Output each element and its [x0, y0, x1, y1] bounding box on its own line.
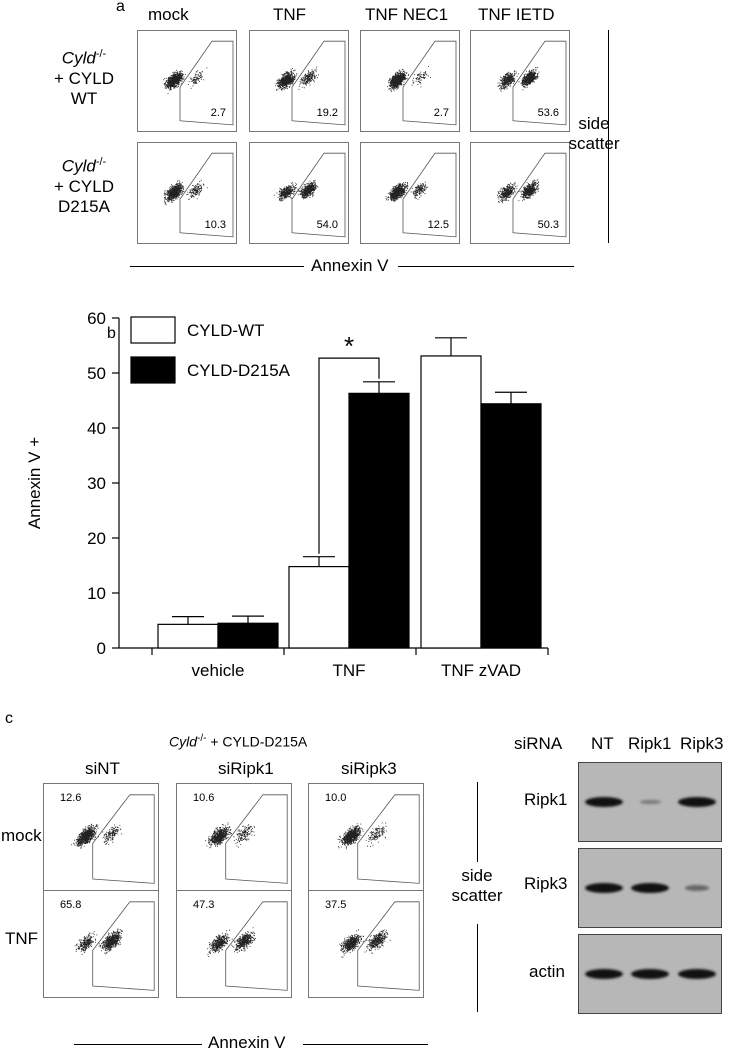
gate-percentage: 47.3 — [193, 899, 215, 911]
blot-band — [585, 797, 623, 807]
facs-plot-c-r1-c3: 10.0 — [308, 783, 424, 891]
category-label: TNF — [332, 661, 365, 680]
gate-percentage: 12.6 — [60, 792, 82, 804]
blot-band — [585, 883, 623, 893]
blot-band — [631, 969, 669, 979]
bar-cyld-d215a-tnf-zvad — [480, 403, 542, 649]
bar-cyld-wt-vehicle — [157, 623, 219, 649]
gate-percentage: 65.8 — [60, 899, 82, 911]
panel-a-label: a — [116, 0, 125, 15]
gate-percentage: 37.5 — [325, 899, 347, 911]
significance-bracket — [318, 357, 380, 554]
category-label: TNF zVAD — [441, 661, 521, 680]
xaxis-label: Annexin V — [311, 256, 389, 275]
xaxis-line-left — [130, 266, 304, 267]
significance-star: * — [344, 331, 354, 361]
blot-band — [639, 799, 661, 805]
y-tick-label: 50 — [87, 364, 106, 383]
row-label-tnf: TNF — [5, 929, 39, 948]
facs-plot-c-r2-c1: 65.8 — [43, 890, 159, 998]
col-header-siripk1: siRipk1 — [218, 759, 274, 778]
facs-plot-a-r1-c2: 19.2 — [249, 30, 349, 132]
side-scatter-label-c: side scatter — [451, 866, 503, 905]
panel-c-title: Cyld-/- + CYLD-D215A — [169, 733, 308, 750]
bar-cyld-wt-tnf — [288, 566, 350, 649]
bar-cyld-wt-tnf-zvad — [420, 355, 482, 649]
facs-plot-a-r2-c1: 10.3 — [137, 142, 237, 244]
blot-header: siRNA — [514, 734, 563, 753]
facs-plot-a-r2-c3: 12.5 — [360, 142, 460, 244]
facs-plot-c-r1-c2: 10.6 — [176, 783, 292, 891]
blot-band — [678, 797, 716, 807]
facs-plot-a-r1-c1: 2.7 — [137, 30, 237, 132]
facs-plot-a-r2-c2: 54.0 — [249, 142, 349, 244]
xaxis-label-c: Annexin V — [208, 1033, 286, 1052]
y-tick-label: 40 — [87, 419, 106, 438]
blot-lane-nt: NT — [591, 734, 614, 753]
facs-plot-a-r2-c4: 50.3 — [470, 142, 570, 244]
xaxis-line-right-c — [303, 1044, 428, 1045]
facs-plot-c-r2-c3: 37.5 — [308, 890, 424, 998]
facs-plot-a-r1-c3: 2.7 — [360, 30, 460, 132]
blot-band — [678, 969, 716, 979]
col-header-mock: mock — [148, 5, 189, 24]
legend-swatch-cyld-wt — [130, 316, 176, 344]
gate-percentage: 50.3 — [537, 219, 559, 231]
gate-percentage: 54.0 — [316, 219, 338, 231]
bar-chart: 0 10 20 30 40 50 60 Annexin V + vehicle TNF TNF zV… — [25, 309, 549, 680]
facs-plot-c-r1-c1: 12.6 — [43, 783, 159, 891]
blot-band — [685, 885, 709, 891]
y-tick-label: 60 — [87, 309, 106, 328]
row-label-d215a: Cyld-/- + CYLD D215A — [54, 156, 114, 216]
y-tick-label: 30 — [87, 474, 106, 493]
legend-swatch-cyld-d215a — [130, 356, 176, 384]
y-tick-label: 20 — [87, 529, 106, 548]
y-tick-label: 0 — [97, 639, 106, 658]
blot-band — [631, 883, 669, 893]
y-axis-label: Annexin V + — [25, 437, 44, 529]
xaxis-line-left-c — [74, 1044, 202, 1045]
gate-percentage: 53.6 — [537, 107, 559, 119]
blot-row-ripk3: Ripk3 — [524, 874, 568, 893]
facs-plot-a-r1-c4: 53.6 — [470, 30, 570, 132]
side-scatter-bracket-bottom — [477, 924, 478, 1012]
row-label-mock: mock — [1, 826, 42, 845]
gate-percentage: 12.5 — [427, 219, 449, 231]
y-tick-label: 10 — [87, 584, 106, 603]
row-label-wt: Cyld-/- + CYLD WT — [54, 48, 114, 108]
blot-lane-ripk1: Ripk1 — [628, 734, 672, 753]
gate-percentage: 10.0 — [325, 792, 347, 804]
gate-percentage: 2.7 — [433, 107, 449, 119]
col-header-tnf-ietd: TNF IETD — [478, 5, 555, 24]
col-header-tnf: TNF — [273, 5, 307, 24]
gate-percentage: 10.3 — [204, 219, 226, 231]
blot-band — [585, 969, 623, 979]
blot-row-actin: actin — [529, 962, 565, 981]
col-header-sint: siNT — [85, 759, 120, 778]
side-scatter-bracket — [608, 30, 609, 243]
category-label: vehicle — [192, 661, 245, 680]
gate-percentage: 19.2 — [316, 107, 338, 119]
panel-b-label: b — [107, 325, 116, 342]
bar-cyld-d215a-tnf — [348, 392, 410, 649]
blot-row-ripk1: Ripk1 — [524, 790, 568, 809]
facs-plot-c-r2-c2: 47.3 — [176, 890, 292, 998]
col-header-siripk3: siRipk3 — [341, 759, 397, 778]
side-scatter-label: side scatter — [568, 114, 620, 153]
xaxis-line-right — [398, 266, 574, 267]
bar-cyld-d215a-vehicle — [217, 622, 279, 649]
side-scatter-bracket-top — [477, 782, 478, 862]
gate-percentage: 2.7 — [210, 107, 226, 119]
legend-label-cyld-wt: CYLD-WT — [187, 321, 264, 340]
legend-label-cyld-d215a: CYLD-D215A — [187, 361, 291, 380]
col-header-tnf-nec1: TNF NEC1 — [365, 5, 449, 24]
gate-percentage: 10.6 — [193, 792, 215, 804]
blot-lane-ripk3: Ripk3 — [680, 734, 724, 753]
panel-c-label: c — [5, 710, 13, 727]
